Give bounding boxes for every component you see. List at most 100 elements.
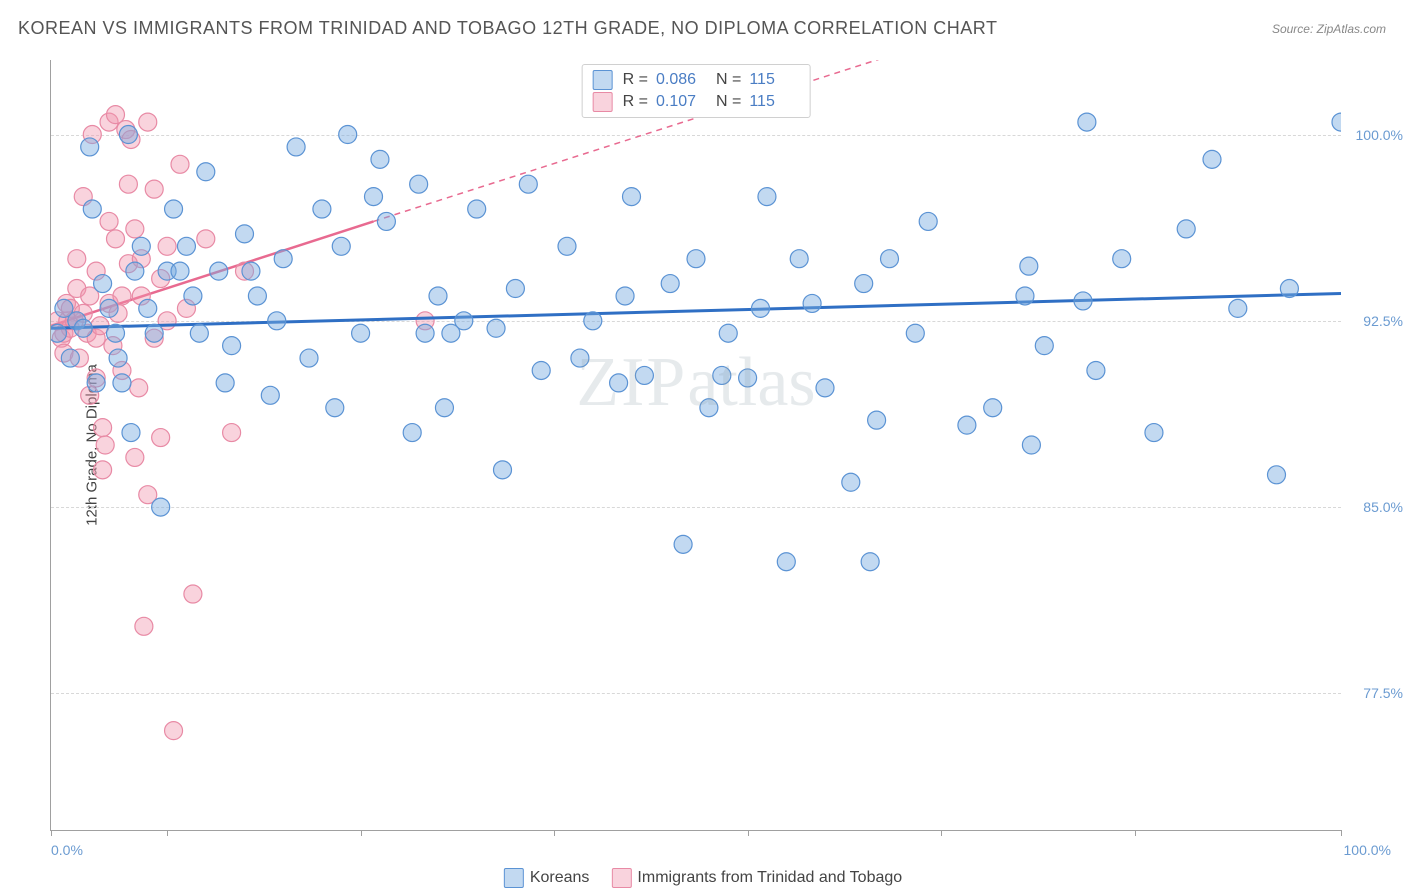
- y-tick-label: 77.5%: [1363, 685, 1403, 701]
- data-point: [190, 324, 208, 342]
- x-tick: [361, 830, 362, 836]
- trend-line-extension: [374, 60, 1342, 221]
- data-point: [416, 324, 434, 342]
- data-point: [777, 553, 795, 571]
- data-point: [87, 374, 105, 392]
- data-point: [713, 366, 731, 384]
- data-point: [107, 324, 125, 342]
- x-tick: [554, 830, 555, 836]
- data-point: [300, 349, 318, 367]
- legend-label-koreans: Koreans: [530, 869, 590, 887]
- y-tick-label: 100.0%: [1356, 127, 1403, 143]
- data-point: [571, 349, 589, 367]
- data-point: [494, 461, 512, 479]
- data-point: [1078, 113, 1096, 131]
- x-axis-end-label: 100.0%: [1344, 842, 1391, 858]
- data-point: [816, 379, 834, 397]
- n-value-koreans: 115: [749, 71, 799, 89]
- data-point: [139, 299, 157, 317]
- legend-row-koreans: R = 0.086 N = 115: [593, 69, 800, 91]
- r-value-koreans: 0.086: [656, 71, 706, 89]
- data-point: [623, 188, 641, 206]
- data-point: [687, 250, 705, 268]
- data-point: [532, 361, 550, 379]
- data-point: [1020, 257, 1038, 275]
- data-point: [119, 126, 137, 144]
- data-point: [94, 461, 112, 479]
- data-point: [130, 379, 148, 397]
- data-point: [216, 374, 234, 392]
- data-point: [242, 262, 260, 280]
- data-point: [1113, 250, 1131, 268]
- data-point: [410, 175, 428, 193]
- data-point: [287, 138, 305, 156]
- x-tick: [941, 830, 942, 836]
- data-point: [429, 287, 447, 305]
- swatch-blue-icon: [593, 70, 613, 90]
- x-tick: [748, 830, 749, 836]
- x-tick: [51, 830, 52, 836]
- data-point: [152, 498, 170, 516]
- data-point: [365, 188, 383, 206]
- data-point: [403, 424, 421, 442]
- data-point: [197, 163, 215, 181]
- data-point: [165, 722, 183, 740]
- data-point: [1022, 436, 1040, 454]
- data-point: [223, 337, 241, 355]
- data-point: [377, 212, 395, 230]
- data-point: [332, 237, 350, 255]
- data-point: [1145, 424, 1163, 442]
- data-point: [145, 180, 163, 198]
- data-point: [906, 324, 924, 342]
- data-point: [700, 399, 718, 417]
- data-point: [1280, 280, 1298, 298]
- data-point: [674, 535, 692, 553]
- data-point: [96, 436, 114, 454]
- bottom-legend: Koreans Immigrants from Trinidad and Tob…: [504, 868, 902, 888]
- n-value-trinidad: 115: [749, 93, 799, 111]
- data-point: [352, 324, 370, 342]
- data-point: [855, 275, 873, 293]
- data-point: [435, 399, 453, 417]
- x-tick: [1341, 830, 1342, 836]
- data-point: [107, 230, 125, 248]
- data-point: [94, 419, 112, 437]
- data-point: [236, 225, 254, 243]
- y-tick-label: 85.0%: [1363, 499, 1403, 515]
- data-point: [584, 312, 602, 330]
- data-point: [1229, 299, 1247, 317]
- data-point: [94, 275, 112, 293]
- data-point: [158, 237, 176, 255]
- data-point: [487, 319, 505, 337]
- data-point: [958, 416, 976, 434]
- data-point: [868, 411, 886, 429]
- data-point: [126, 220, 144, 238]
- data-point: [145, 324, 163, 342]
- data-point: [881, 250, 899, 268]
- swatch-blue-icon: [504, 868, 524, 888]
- data-point: [61, 349, 79, 367]
- data-point: [100, 299, 118, 317]
- data-point: [339, 126, 357, 144]
- data-point: [661, 275, 679, 293]
- data-point: [83, 200, 101, 218]
- data-point: [758, 188, 776, 206]
- data-point: [506, 280, 524, 298]
- data-point: [126, 262, 144, 280]
- data-point: [558, 237, 576, 255]
- data-point: [919, 212, 937, 230]
- data-point: [122, 424, 140, 442]
- data-point: [1035, 337, 1053, 355]
- data-point: [268, 312, 286, 330]
- data-point: [313, 200, 331, 218]
- data-point: [51, 324, 66, 342]
- data-point: [1177, 220, 1195, 238]
- data-point: [842, 473, 860, 491]
- y-tick-label: 92.5%: [1363, 313, 1403, 329]
- data-point: [1332, 113, 1341, 131]
- data-point: [635, 366, 653, 384]
- data-point: [184, 585, 202, 603]
- data-point: [100, 212, 118, 230]
- source-name: ZipAtlas.com: [1317, 22, 1386, 36]
- data-point: [739, 369, 757, 387]
